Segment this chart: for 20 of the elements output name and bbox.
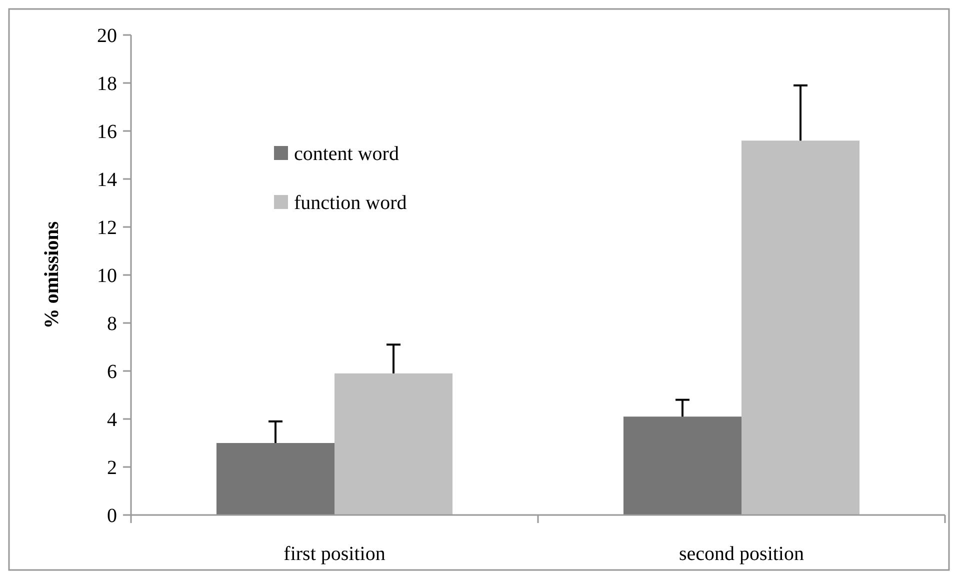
y-tick-label: 6 (107, 361, 117, 383)
bar (623, 416, 742, 515)
y-tick-label: 14 (97, 169, 117, 191)
legend-label: function word (294, 192, 407, 214)
y-tick-label: 4 (107, 409, 117, 431)
y-tick-label: 18 (97, 73, 117, 95)
y-tick-label: 2 (107, 457, 117, 479)
y-tick-label: 0 (107, 505, 117, 527)
bar (334, 373, 453, 515)
bar (216, 443, 334, 515)
y-tick-label: 16 (97, 121, 117, 143)
x-tick-label: second position (679, 543, 804, 565)
y-tick-label: 10 (97, 265, 117, 287)
y-tick-label: 12 (97, 217, 117, 239)
bar (742, 140, 860, 515)
x-tick-label: first position (284, 543, 386, 565)
y-axis-title: % omissions (41, 221, 63, 329)
y-tick-label: 20 (97, 25, 117, 47)
legend-label: content word (294, 143, 399, 165)
y-tick-label: 8 (107, 313, 117, 335)
